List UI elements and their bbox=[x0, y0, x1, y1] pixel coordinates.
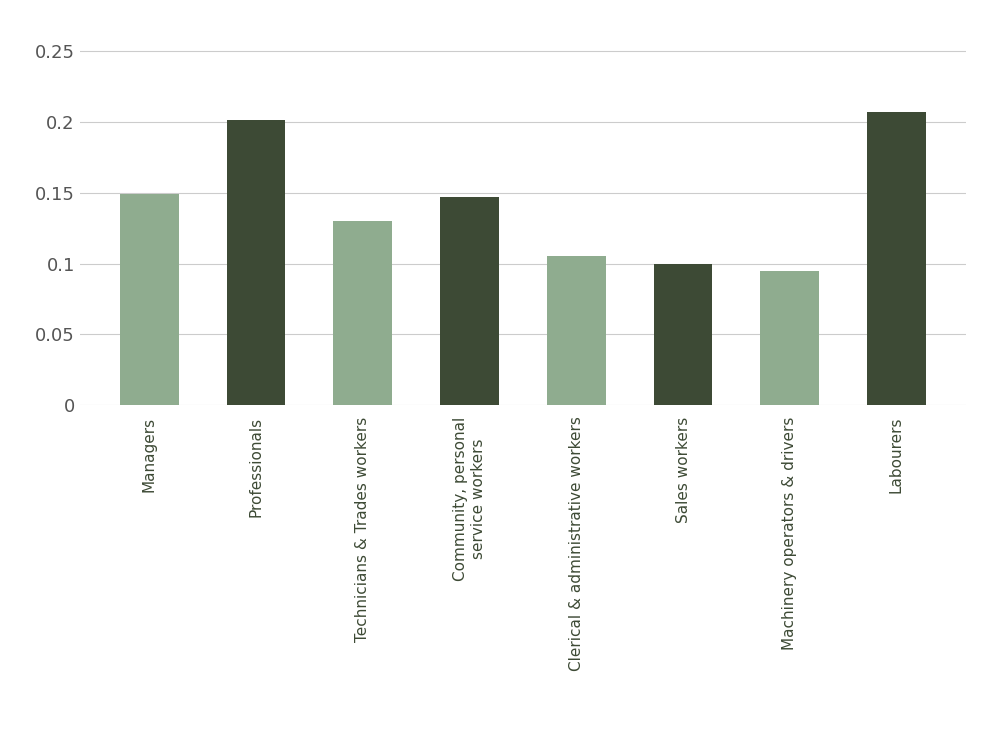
Bar bbox=[760, 270, 819, 405]
Bar bbox=[653, 264, 712, 405]
Bar bbox=[547, 256, 606, 405]
Bar bbox=[440, 197, 499, 405]
Bar bbox=[227, 120, 286, 405]
Bar bbox=[334, 221, 392, 405]
Bar bbox=[868, 112, 926, 405]
Bar bbox=[120, 194, 178, 405]
